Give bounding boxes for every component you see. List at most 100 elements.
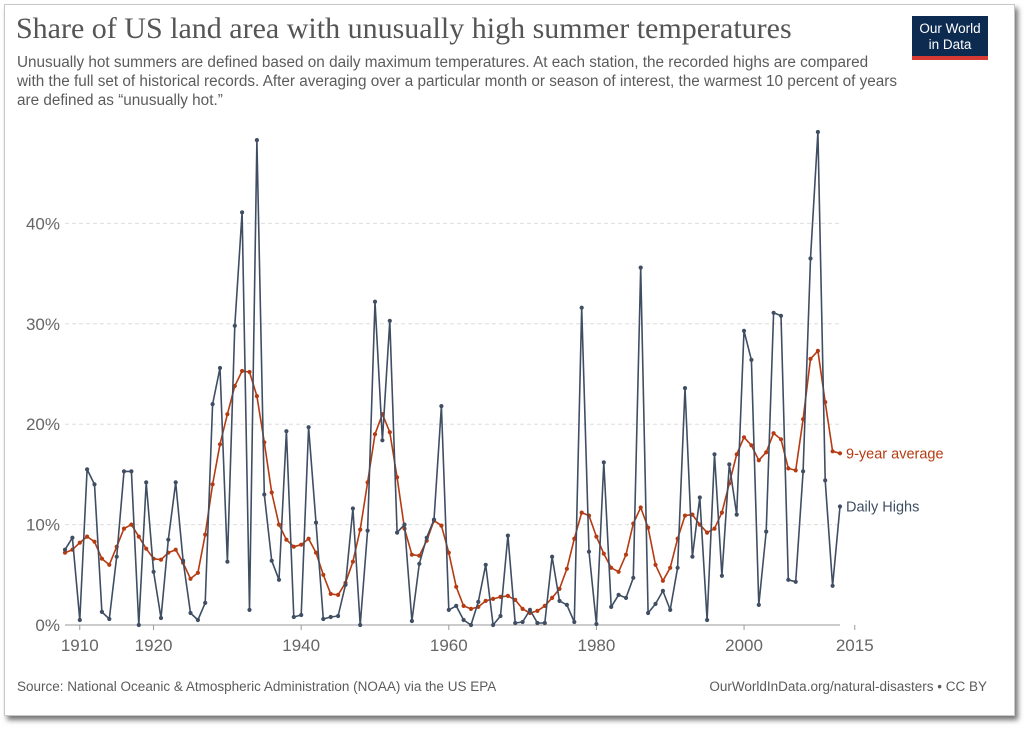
data-point[interactable] [158, 557, 164, 562]
data-point[interactable] [313, 520, 319, 525]
data-point[interactable] [734, 452, 739, 457]
data-point[interactable] [786, 577, 791, 582]
data-point[interactable] [815, 348, 821, 353]
data-point[interactable] [144, 546, 149, 551]
data-point[interactable] [793, 468, 798, 473]
data-point[interactable] [468, 622, 474, 628]
data-point[interactable] [203, 532, 208, 537]
data-point[interactable] [387, 318, 392, 323]
data-point[interactable] [269, 558, 274, 563]
data-point[interactable] [262, 492, 267, 497]
data-point[interactable] [232, 323, 237, 328]
series-daily-highs[interactable] [62, 129, 843, 628]
data-point[interactable] [365, 528, 370, 533]
data-point[interactable] [173, 480, 178, 485]
data-point[interactable] [328, 614, 333, 620]
data-point[interactable] [424, 535, 429, 540]
data-point[interactable] [92, 539, 97, 544]
data-point[interactable] [697, 495, 702, 500]
data-point[interactable] [358, 622, 363, 628]
data-point[interactable] [594, 621, 599, 627]
data-point[interactable] [225, 559, 230, 564]
data-point[interactable] [321, 572, 326, 577]
data-point[interactable] [653, 562, 658, 567]
data-point[interactable] [771, 310, 776, 315]
data-point[interactable] [638, 505, 643, 510]
credit-link[interactable]: OurWorldInData.org/natural-disasters • C… [709, 679, 987, 694]
data-point[interactable] [712, 526, 717, 531]
data-point[interactable] [254, 138, 259, 143]
data-point[interactable] [99, 609, 104, 615]
data-point[interactable] [616, 592, 621, 598]
data-point[interactable] [291, 544, 296, 549]
data-point[interactable] [114, 554, 119, 559]
data-point[interactable] [741, 328, 747, 333]
data-point[interactable] [557, 598, 562, 604]
data-point[interactable] [550, 554, 555, 559]
data-point[interactable] [682, 513, 688, 518]
data-point[interactable] [336, 592, 341, 598]
data-point[interactable] [395, 475, 400, 480]
data-point[interactable] [225, 412, 230, 417]
data-point[interactable] [616, 569, 621, 574]
data-point[interactable] [609, 565, 614, 570]
data-point[interactable] [232, 383, 237, 389]
data-point[interactable] [579, 510, 584, 515]
data-point[interactable] [195, 617, 200, 623]
data-point[interactable] [491, 596, 496, 602]
data-point[interactable] [830, 449, 835, 454]
data-point[interactable] [144, 480, 149, 485]
data-point[interactable] [690, 554, 695, 559]
data-point[interactable] [439, 523, 444, 528]
data-point[interactable] [668, 607, 673, 613]
data-point[interactable] [395, 530, 400, 535]
data-point[interactable] [439, 404, 444, 409]
data-point[interactable] [498, 613, 503, 619]
data-point[interactable] [535, 620, 540, 626]
data-point[interactable] [564, 602, 570, 608]
data-point[interactable] [675, 565, 680, 570]
data-point[interactable] [719, 573, 725, 578]
data-point[interactable] [195, 570, 200, 575]
data-point[interactable] [786, 466, 791, 471]
data-point[interactable] [210, 482, 215, 487]
data-point[interactable] [601, 460, 606, 465]
data-point[interactable] [837, 504, 843, 509]
data-point[interactable] [764, 529, 769, 534]
data-point[interactable] [70, 535, 75, 540]
data-point[interactable] [505, 533, 510, 538]
data-point[interactable] [815, 129, 821, 135]
data-point[interactable] [107, 562, 112, 567]
data-point[interactable] [668, 565, 673, 570]
data-point[interactable] [749, 357, 754, 362]
owid-logo[interactable]: Our World in Data [912, 16, 988, 60]
data-point[interactable] [129, 522, 134, 527]
data-point[interactable] [188, 610, 193, 616]
data-point[interactable] [402, 522, 407, 527]
data-point[interactable] [107, 616, 112, 622]
data-point[interactable] [350, 506, 355, 511]
data-point[interactable] [520, 619, 525, 625]
data-point[interactable] [284, 537, 289, 542]
data-point[interactable] [491, 622, 496, 628]
data-point[interactable] [778, 437, 784, 442]
data-point[interactable] [705, 617, 710, 623]
data-point[interactable] [653, 601, 658, 607]
data-point[interactable] [609, 604, 614, 610]
data-point[interactable] [801, 469, 806, 474]
data-point[interactable] [705, 530, 710, 535]
data-point[interactable] [454, 603, 459, 609]
data-point[interactable] [269, 490, 274, 495]
data-point[interactable] [284, 429, 289, 434]
data-point[interactable] [646, 610, 651, 616]
data-point[interactable] [417, 561, 422, 566]
data-point[interactable] [328, 591, 333, 597]
data-point[interactable] [121, 469, 127, 474]
data-point[interactable] [830, 583, 835, 588]
data-point[interactable] [808, 256, 813, 261]
data-point[interactable] [823, 478, 828, 483]
data-point[interactable] [181, 558, 186, 563]
data-point[interactable] [276, 577, 282, 582]
data-point[interactable] [254, 394, 259, 399]
data-point[interactable] [336, 613, 341, 619]
